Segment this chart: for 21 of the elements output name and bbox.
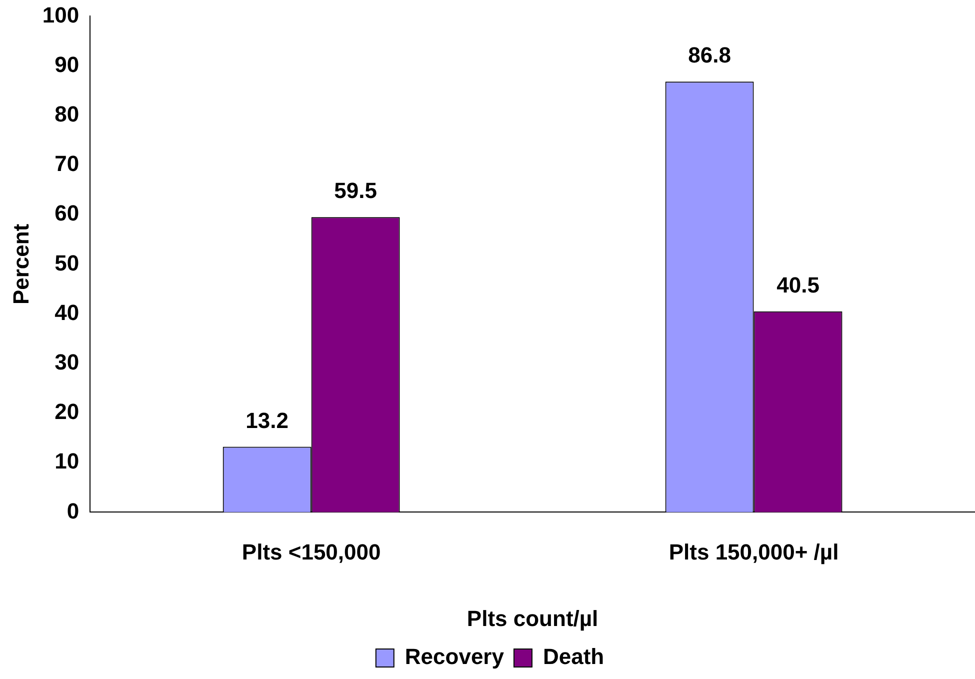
y-tick-label: 90 [54,52,80,77]
y-tick-label: 50 [54,250,80,276]
y-tick-label: 0 [66,498,80,524]
legend-label: Death [542,644,604,670]
data-label: 59.5 [334,178,377,204]
data-label: 13.2 [246,408,288,433]
data-label: 86.8 [688,42,731,68]
legend-label: Recovery [404,644,505,670]
x-axis-title: Plts count/µl [466,606,598,631]
y-tick-label: 10 [54,448,80,474]
y-axis-title: Percent [8,223,34,305]
y-tick-label: 80 [54,101,80,126]
y-tick-label: 40 [54,300,80,325]
y-tick-label: 100 [42,2,80,28]
y-tick-label: 60 [54,200,80,226]
data-label: 40.5 [776,272,820,298]
y-tick-label: 70 [54,151,80,176]
y-tick-label: 20 [54,399,80,424]
x-tick-label: Plts <150,000 [242,539,381,564]
x-tick-label: Plts 150,000+ /µl [668,539,839,564]
y-tick-label: 30 [54,349,80,374]
